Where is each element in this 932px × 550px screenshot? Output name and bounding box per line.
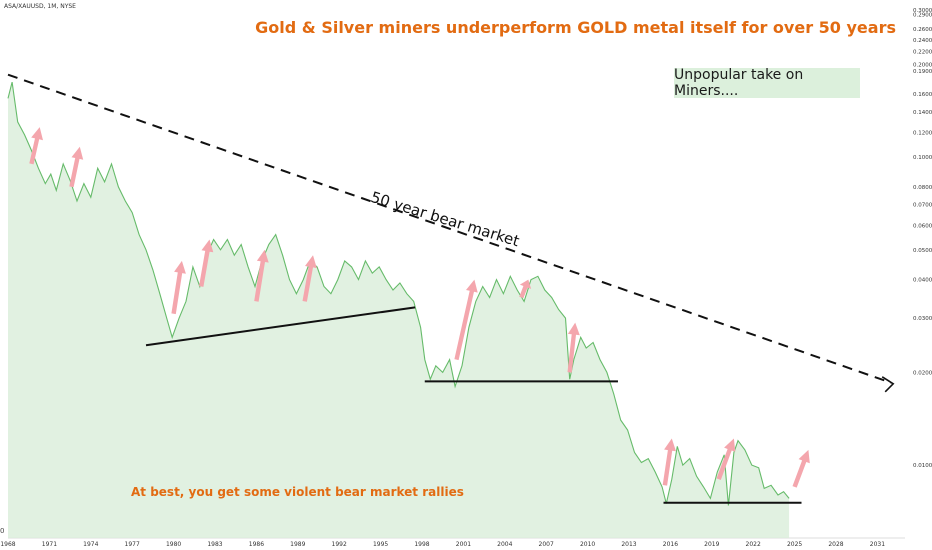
y-tick-label: 0.1900 <box>913 69 932 75</box>
rally-arrow <box>662 438 676 486</box>
x-tick-label: 2001 <box>456 541 471 548</box>
rally-arrow <box>454 279 478 361</box>
y-tick-label: 0.2400 <box>913 38 932 44</box>
y-tick-label: 0.3000 <box>913 8 932 14</box>
note-box: Unpopular take on Miners.... <box>674 67 860 99</box>
y-tick-label: 0.2600 <box>913 27 932 33</box>
support-line-1 <box>145 306 416 347</box>
x-tick-label: 2016 <box>663 541 678 548</box>
x-tick-label: 2028 <box>828 541 843 548</box>
rally-arrow <box>29 127 43 165</box>
rally-arrow <box>199 239 214 287</box>
trendline-arrowhead <box>881 376 895 393</box>
x-tick-label: 1989 <box>290 541 305 548</box>
y-tick-label: 0.1600 <box>913 92 932 98</box>
price-line <box>7 81 790 506</box>
rally-arrow <box>254 249 269 302</box>
x-tick-label: 2013 <box>621 541 636 548</box>
y-tick-label: 0.0400 <box>913 278 932 284</box>
y-tick-label: 0.0500 <box>913 248 932 254</box>
x-tick-label: 1983 <box>207 541 222 548</box>
y-tick-label: 0.1200 <box>913 131 932 137</box>
x-tick-label: 1995 <box>373 541 388 548</box>
x-tick-label: 2031 <box>870 541 885 548</box>
y-tick-label: 0.2000 <box>913 62 932 68</box>
note-box-text: Unpopular take on Miners.... <box>674 67 804 99</box>
bear-trendline <box>7 73 892 384</box>
x-tick-label: 1971 <box>42 541 57 548</box>
y-tick-label: 0.2200 <box>913 50 932 56</box>
x-tick-label: 2004 <box>497 541 512 548</box>
rally-arrow <box>567 322 580 373</box>
rally-arrow <box>69 146 84 188</box>
y-tick-label: 0.0800 <box>913 185 932 191</box>
x-tick-label: 1977 <box>125 541 140 548</box>
x-tick-label: 1998 <box>414 541 429 548</box>
x-tick-label: 2010 <box>580 541 595 548</box>
rally-arrow <box>171 260 186 315</box>
corner-marker: 0 <box>0 527 5 535</box>
chart-title: Gold & Silver miners underperform GOLD m… <box>255 18 896 37</box>
x-tick-label: 1986 <box>249 541 264 548</box>
rally-arrow <box>792 449 810 488</box>
rally-arrow <box>302 255 317 302</box>
x-tick-label: 2007 <box>539 541 554 548</box>
y-tick-label: 0.1000 <box>913 155 932 161</box>
x-tick-label: 1992 <box>332 541 347 548</box>
rally-arrow <box>519 279 532 299</box>
x-tick-label: 2025 <box>787 541 802 548</box>
x-tick-label: 1980 <box>166 541 181 548</box>
x-tick-label: 2019 <box>704 541 719 548</box>
x-tick-label: 2022 <box>746 541 761 548</box>
y-tick-label: 0.1400 <box>913 110 932 116</box>
symbol-label: ASA/XAUUSD, 1M, NYSE <box>4 3 76 10</box>
y-tick-label: 0.0200 <box>913 370 932 376</box>
x-tick-label: 1968 <box>0 541 15 548</box>
bottom-note: At best, you get some violent bear marke… <box>131 485 464 499</box>
y-tick-label: 0.0300 <box>913 316 932 322</box>
rally-arrow <box>716 438 736 480</box>
y-tick-label: 0.0100 <box>913 463 932 469</box>
x-tick-label: 1974 <box>83 541 98 548</box>
y-tick-label: 0.0700 <box>913 203 932 209</box>
y-tick-label: 0.2900 <box>913 13 932 19</box>
y-tick-label: 0.0600 <box>913 223 932 229</box>
